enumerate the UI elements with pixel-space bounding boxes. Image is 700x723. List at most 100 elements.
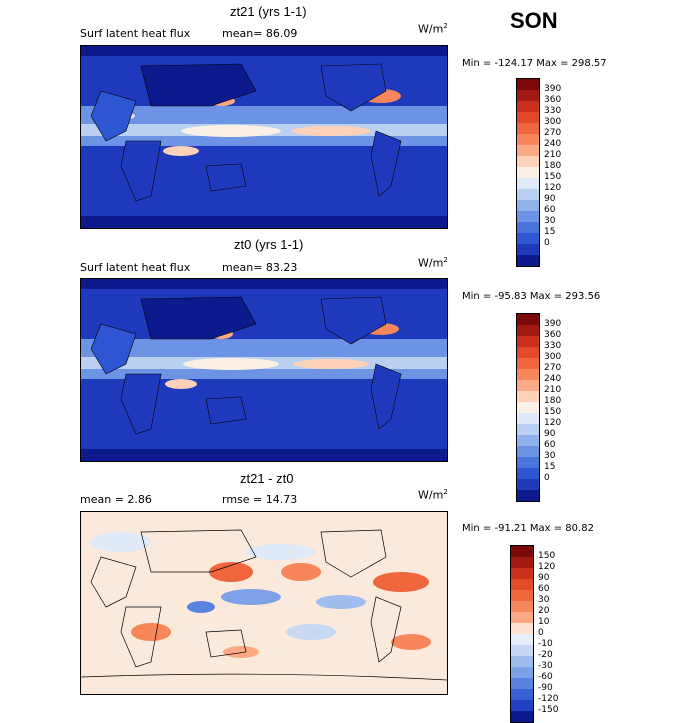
colorbar-swatch bbox=[517, 336, 539, 347]
colorbar-tick-label: 90 bbox=[544, 194, 556, 204]
colorbar-swatch bbox=[517, 358, 539, 369]
colorbar-tick-label: 60 bbox=[544, 440, 556, 450]
colorbar-tick-label: -120 bbox=[538, 694, 559, 704]
colorbar-tick-label: 360 bbox=[544, 330, 562, 340]
colorbar-swatch bbox=[511, 678, 533, 689]
colorbar-tick-label: -20 bbox=[538, 650, 553, 660]
colorbar-swatch bbox=[517, 101, 539, 112]
colorbar-swatch bbox=[517, 468, 539, 479]
panel-2-field: Surf latent heat flux bbox=[80, 261, 191, 274]
colorbar-tick-label: 360 bbox=[544, 95, 562, 105]
colorbar-swatch bbox=[511, 557, 533, 568]
colorbar-tick-label: 240 bbox=[544, 374, 562, 384]
panel-1-title: zt21 (yrs 1-1) bbox=[230, 4, 307, 19]
colorbar-tick-label: 270 bbox=[544, 128, 562, 138]
colorbar-swatch bbox=[511, 590, 533, 601]
colorbar-swatch bbox=[517, 369, 539, 380]
colorbar-swatch bbox=[517, 134, 539, 145]
panel-2-title: zt0 (yrs 1-1) bbox=[234, 237, 304, 252]
colorbar-tick-label: 15 bbox=[544, 462, 556, 472]
colorbar-tick-label: 210 bbox=[544, 150, 562, 160]
colorbar-swatch bbox=[517, 457, 539, 468]
colorbar-tick-label: 20 bbox=[538, 606, 550, 616]
colorbar-swatch bbox=[517, 145, 539, 156]
colorbar-swatch bbox=[511, 656, 533, 667]
colorbar-swatch bbox=[517, 347, 539, 358]
colorbar-tick-label: 330 bbox=[544, 341, 562, 351]
colorbar-tick-label: 90 bbox=[538, 573, 550, 583]
colorbar-swatch bbox=[517, 79, 539, 90]
colorbar-tick-label: 330 bbox=[544, 106, 562, 116]
colorbar-tick-label: 120 bbox=[544, 183, 562, 193]
colorbar-tick-label: 10 bbox=[538, 617, 550, 627]
colorbar-tick-label: 0 bbox=[544, 473, 550, 483]
panel-3-mean: mean = 2.86 bbox=[80, 493, 152, 506]
colorbar-tick-label: 270 bbox=[544, 363, 562, 373]
colorbar-swatch bbox=[511, 579, 533, 590]
season-label: SON bbox=[510, 8, 558, 33]
colorbar-tick-label: 300 bbox=[544, 352, 562, 362]
colorbar-tick-label: 120 bbox=[544, 418, 562, 428]
colorbar-swatch bbox=[517, 233, 539, 244]
panel-1-minmax: Min = -124.17 Max = 298.57 bbox=[462, 58, 607, 69]
colorbar-tick-label: 30 bbox=[544, 451, 556, 461]
colorbar-swatch bbox=[517, 391, 539, 402]
colorbar-swatch bbox=[511, 568, 533, 579]
panel-1-units: W/m2 bbox=[418, 22, 448, 36]
colorbar-tick-label: 60 bbox=[544, 205, 556, 215]
colorbar-tick-label: 60 bbox=[538, 584, 550, 594]
colorbar-swatch bbox=[511, 612, 533, 623]
colorbar-tick-label: 0 bbox=[544, 238, 550, 248]
colorbar-swatch bbox=[511, 634, 533, 645]
panel-3-colorbar bbox=[510, 545, 534, 723]
colorbar-tick-label: 240 bbox=[544, 139, 562, 149]
colorbar-swatch bbox=[511, 645, 533, 656]
colorbar-tick-label: 150 bbox=[544, 172, 562, 182]
colorbar-tick-label: 90 bbox=[544, 429, 556, 439]
panel-2-colorbar-labels: 390 360 330 300 270 240 210 180 150 120 90 60 30 15 0 bbox=[544, 319, 561, 484]
colorbar-tick-label: 150 bbox=[544, 407, 562, 417]
panel-3-minmax: Min = -91.21 Max = 80.82 bbox=[462, 523, 594, 534]
colorbar-swatch bbox=[517, 211, 539, 222]
panel-1-colorbar-labels: 390 360 330 300 270 240 210 180 150 120 90 60 30 15 0 bbox=[544, 84, 561, 249]
colorbar-swatch bbox=[517, 123, 539, 134]
panel-1-mean: mean= 86.09 bbox=[222, 27, 298, 40]
panel-2-map-svg bbox=[81, 279, 447, 461]
colorbar-tick-label: 390 bbox=[544, 319, 562, 329]
panel-1-map-svg bbox=[81, 46, 447, 228]
colorbar-tick-label: -30 bbox=[538, 661, 553, 671]
panel-1-colorbar bbox=[516, 78, 540, 267]
colorbar-swatch bbox=[517, 325, 539, 336]
colorbar-swatch bbox=[517, 479, 539, 490]
colorbar-swatch bbox=[517, 402, 539, 413]
panel-3-units: W/m2 bbox=[418, 488, 448, 502]
colorbar-tick-label: 180 bbox=[544, 396, 562, 406]
panel-2-units: W/m2 bbox=[418, 256, 448, 270]
panel-3-title: zt21 - zt0 bbox=[240, 471, 294, 486]
colorbar-swatch bbox=[511, 546, 533, 557]
colorbar-tick-label: 0 bbox=[538, 628, 544, 638]
panel-3-rmse: rmse = 14.73 bbox=[222, 493, 298, 506]
colorbar-swatch bbox=[517, 156, 539, 167]
colorbar-swatch bbox=[517, 178, 539, 189]
panel-3-map bbox=[80, 511, 448, 695]
colorbar-swatch bbox=[517, 314, 539, 325]
panel-2-colorbar bbox=[516, 313, 540, 502]
panel-2-mean: mean= 83.23 bbox=[222, 261, 298, 274]
colorbar-swatch bbox=[517, 112, 539, 123]
colorbar-swatch bbox=[517, 413, 539, 424]
colorbar-tick-label: 15 bbox=[544, 227, 556, 237]
panel-2-map bbox=[80, 278, 448, 462]
panel-3-map-svg bbox=[81, 512, 447, 694]
colorbar-tick-label: 120 bbox=[538, 562, 556, 572]
panel-1-field: Surf latent heat flux bbox=[80, 27, 191, 40]
colorbar-tick-label: 150 bbox=[538, 551, 556, 561]
colorbar-swatch bbox=[517, 380, 539, 391]
colorbar-tick-label: -60 bbox=[538, 672, 553, 682]
colorbar-tick-label: 300 bbox=[544, 117, 562, 127]
panel-2-minmax: Min = -95.83 Max = 293.56 bbox=[462, 291, 601, 302]
colorbar-tick-label: 180 bbox=[544, 161, 562, 171]
colorbar-swatch bbox=[511, 601, 533, 612]
colorbar-swatch bbox=[517, 244, 539, 255]
colorbar-swatch bbox=[517, 167, 539, 178]
